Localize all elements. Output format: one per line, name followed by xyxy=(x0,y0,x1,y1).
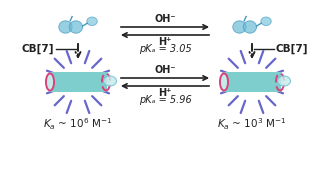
Ellipse shape xyxy=(46,74,54,91)
Ellipse shape xyxy=(233,21,246,33)
Text: CB[7]: CB[7] xyxy=(276,44,309,54)
Ellipse shape xyxy=(87,17,97,26)
Ellipse shape xyxy=(278,76,290,86)
FancyBboxPatch shape xyxy=(49,72,107,92)
Ellipse shape xyxy=(243,21,256,33)
Ellipse shape xyxy=(220,74,228,91)
Text: CB[7]: CB[7] xyxy=(21,44,54,54)
Ellipse shape xyxy=(69,21,82,33)
Text: pΚₐ = 5.96: pΚₐ = 5.96 xyxy=(139,95,191,105)
Ellipse shape xyxy=(104,76,116,86)
FancyBboxPatch shape xyxy=(223,72,281,92)
Text: pΚₐ = 3.05: pΚₐ = 3.05 xyxy=(139,44,191,54)
Text: $\mathit{K}_a$ ~ 10$^3$ M$^{-1}$: $\mathit{K}_a$ ~ 10$^3$ M$^{-1}$ xyxy=(217,116,287,132)
Ellipse shape xyxy=(261,17,271,26)
Ellipse shape xyxy=(59,21,72,33)
Ellipse shape xyxy=(47,72,109,92)
Text: H⁺: H⁺ xyxy=(158,88,172,98)
Text: OH⁻: OH⁻ xyxy=(154,14,176,24)
Ellipse shape xyxy=(221,72,283,92)
Text: H⁺: H⁺ xyxy=(158,37,172,47)
Text: $\mathit{K}_a$ ~ 10$^6$ M$^{-1}$: $\mathit{K}_a$ ~ 10$^6$ M$^{-1}$ xyxy=(43,116,113,132)
Text: OH⁻: OH⁻ xyxy=(154,65,176,75)
